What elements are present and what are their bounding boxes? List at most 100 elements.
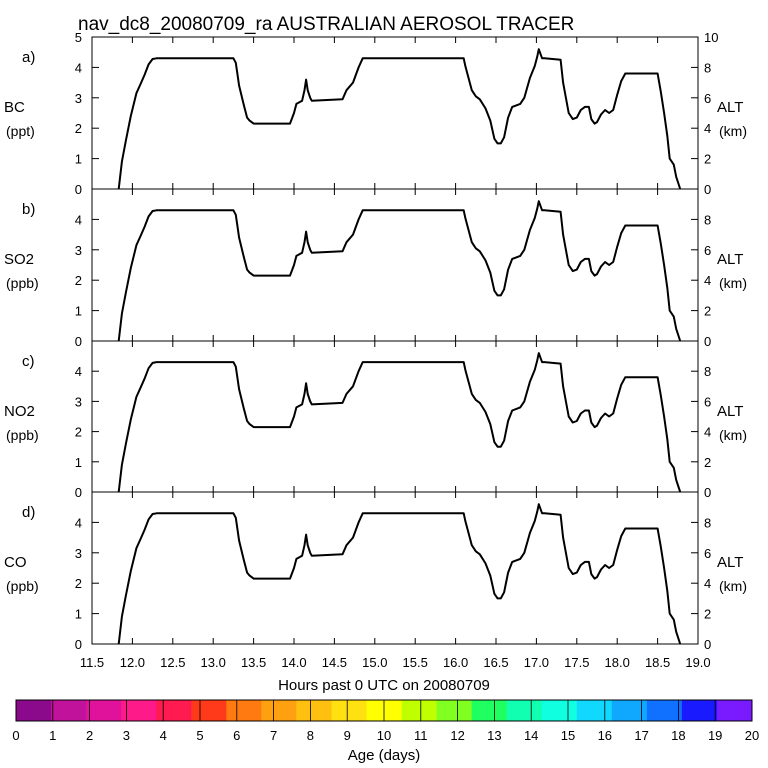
x-axis-label: Hours past 0 UTC on 20080709	[278, 677, 490, 694]
right-tick-label: 2	[704, 455, 711, 470]
x-tick-label: 15.0	[362, 655, 387, 670]
colorbar-tick-label: 6	[233, 728, 240, 743]
x-tick-label: 13.5	[241, 655, 266, 670]
panel-letter: a)	[22, 49, 35, 66]
alt-label: ALT	[717, 403, 743, 420]
panel-co: 0 1 2 3 4 0 2 4 6 8 d) CO (ppb) ALT (km)	[4, 491, 747, 652]
panel-bc: 0 1 2 3 4 5 0 2 4 6 8 10 a) BC (ppt) ALT (km)	[4, 30, 747, 197]
left-tick-label: 3	[75, 546, 82, 561]
x-tick-label: 18.5	[645, 655, 670, 670]
alt-label: ALT	[717, 554, 743, 571]
left-tick-label: 1	[75, 455, 82, 470]
colorbar-swatch	[541, 700, 578, 721]
chart-title: nav_dc8_20080709_ra AUSTRALIAN AEROSOL T…	[78, 14, 574, 35]
colorbar-tick-label: 9	[344, 728, 351, 743]
species-units: (ppb)	[6, 275, 39, 291]
colorbar-tick-label: 5	[196, 728, 203, 743]
left-tick-label: 2	[75, 273, 82, 288]
colorbar-swatch	[296, 700, 332, 721]
alt-units: (km)	[719, 427, 747, 443]
colorbar-tick-label: 7	[270, 728, 277, 743]
left-tick-label: 2	[75, 425, 82, 440]
right-tick-label: 8	[704, 212, 711, 227]
panel-so2: 0 1 2 3 4 0 2 4 6 8 b) SO2 (ppb) ALT (km)	[4, 188, 747, 349]
right-tick-label: 2	[704, 607, 711, 622]
right-tick-label: 4	[704, 576, 711, 591]
colorbar-tick-label: 19	[708, 728, 722, 743]
x-tick-label: 17.0	[524, 655, 549, 670]
right-tick-label: 6	[704, 394, 711, 409]
colorbar-tick-label: 20	[745, 728, 759, 743]
panel-letter: b)	[22, 201, 35, 218]
colorbar-tick-label: 1	[49, 728, 56, 743]
altitude-line	[117, 503, 682, 645]
alt-units: (km)	[719, 578, 747, 594]
right-tick-label: 6	[704, 243, 711, 258]
right-tick-label: 4	[704, 425, 711, 440]
age-colorbar: 0 1 2 3 4 5 6 7 8 9 10 11 12 13 14 15 16 17 18 19 20	[12, 699, 759, 743]
colorbar-swatch	[576, 700, 613, 721]
right-tick-label: 6	[704, 91, 711, 106]
right-tick-label: 8	[704, 364, 711, 379]
left-tick-label: 0	[75, 485, 82, 500]
right-tick-label: 6	[704, 546, 711, 561]
colorbar-tick-label: 11	[414, 728, 428, 743]
x-tick-label: 16.0	[443, 655, 468, 670]
colorbar-tick-label: 0	[12, 728, 19, 743]
left-tick-label: 0	[75, 182, 82, 197]
colorbar-tick-label: 16	[598, 728, 612, 743]
left-tick-label: 4	[75, 515, 82, 530]
altitude-line	[117, 352, 682, 493]
x-tick-label: 13.0	[201, 655, 226, 670]
species-units: (ppt)	[6, 123, 35, 139]
right-tick-label: 10	[704, 30, 718, 45]
right-tick-label: 0	[704, 637, 711, 652]
x-tick-label: 15.5	[403, 655, 428, 670]
right-tick-label: 8	[704, 60, 711, 75]
colorbar-swatch	[436, 700, 473, 721]
x-tick-label: 12.5	[160, 655, 185, 670]
colorbar-label: Age (days)	[348, 747, 421, 764]
left-tick-label: 4	[75, 60, 82, 75]
colorbar-swatch	[86, 700, 122, 721]
colorbar-swatch	[646, 700, 683, 721]
left-tick-label: 0	[75, 334, 82, 349]
altitude-line	[117, 48, 682, 190]
x-tick-label: 12.0	[120, 655, 145, 670]
colorbar-swatch	[191, 700, 227, 721]
x-tick-label: 14.0	[281, 655, 306, 670]
panel-letter: d)	[22, 504, 35, 521]
colorbar-tick-label: 17	[634, 728, 648, 743]
right-tick-label: 0	[704, 334, 711, 349]
species-label: BC	[4, 99, 25, 116]
colorbar-swatch	[716, 700, 753, 721]
left-tick-label: 5	[75, 30, 82, 45]
panel-frame	[91, 36, 699, 190]
right-tick-label: 2	[704, 152, 711, 167]
left-tick-label: 2	[75, 121, 82, 136]
species-label: NO2	[4, 403, 35, 420]
right-tick-label: 2	[704, 304, 711, 319]
colorbar-tick-label: 15	[561, 728, 575, 743]
alt-units: (km)	[719, 275, 747, 291]
colorbar-tick-label: 13	[487, 728, 501, 743]
panel-no2: 0 1 2 3 4 0 2 4 6 8 c) NO2 (ppb) ALT (km)	[4, 340, 747, 500]
left-tick-label: 2	[75, 576, 82, 591]
colorbar-tick-label: 14	[524, 728, 538, 743]
colorbar-swatch	[16, 700, 52, 721]
left-tick-label: 3	[75, 243, 82, 258]
alt-units: (km)	[719, 123, 747, 139]
x-tick-label: 16.5	[483, 655, 508, 670]
colorbar-swatch	[156, 700, 192, 721]
colorbar-swatch	[51, 700, 87, 721]
x-axis: 11.5 12.0 12.5 13.0 13.5 14.0 14.5 15.0 15.5 16.0…	[80, 655, 711, 670]
species-label: CO	[4, 554, 27, 571]
colorbar-tick-label: 3	[123, 728, 130, 743]
species-label: SO2	[4, 251, 34, 268]
left-tick-label: 0	[75, 637, 82, 652]
x-tick-label: 11.5	[80, 655, 104, 670]
panels-group: 0123450246810a)BC(ppt)ALT(km)0123402468b…	[4, 30, 747, 652]
colorbar-tick-label: 4	[160, 728, 167, 743]
right-tick-label: 0	[704, 182, 711, 197]
